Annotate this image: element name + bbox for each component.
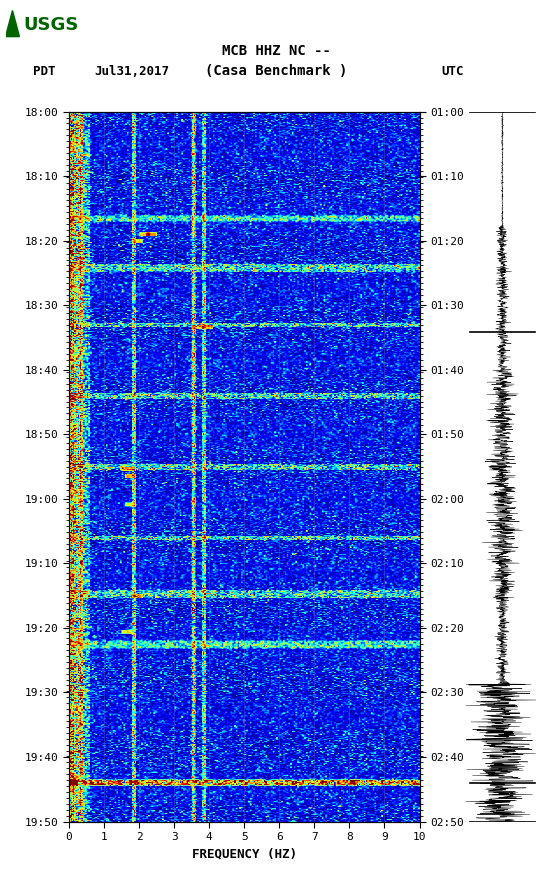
- Text: UTC: UTC: [442, 64, 464, 78]
- Text: PDT: PDT: [33, 64, 56, 78]
- Text: MCB HHZ NC --: MCB HHZ NC --: [221, 44, 331, 58]
- Text: USGS: USGS: [23, 15, 79, 34]
- Text: (Casa Benchmark ): (Casa Benchmark ): [205, 63, 347, 78]
- X-axis label: FREQUENCY (HZ): FREQUENCY (HZ): [192, 847, 297, 861]
- Text: Jul31,2017: Jul31,2017: [94, 64, 169, 78]
- Polygon shape: [6, 11, 19, 37]
